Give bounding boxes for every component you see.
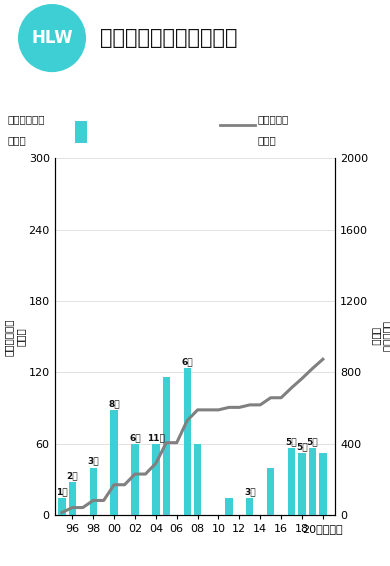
Text: （本）: （本） <box>258 135 277 145</box>
Y-axis label: 累計輸送量
（本）: 累計輸送量 （本） <box>371 321 390 353</box>
Bar <box>110 410 118 515</box>
Bar <box>225 499 232 515</box>
Text: 11隻: 11隻 <box>147 433 165 442</box>
Bar <box>309 448 316 515</box>
Text: 2隻: 2隻 <box>67 471 78 480</box>
Text: 累計輸送量: 累計輸送量 <box>258 114 289 125</box>
Text: 5隻: 5隻 <box>307 438 318 447</box>
Text: 5隻: 5隻 <box>286 438 297 447</box>
Bar <box>75 121 87 143</box>
Text: 1隻: 1隻 <box>56 488 68 496</box>
Bar <box>194 444 201 515</box>
Y-axis label: 年度別輸送量
（本）: 年度別輸送量 （本） <box>4 318 26 355</box>
Text: 年度別輸送量: 年度別輸送量 <box>8 114 46 125</box>
Ellipse shape <box>18 4 86 72</box>
Bar <box>152 444 160 515</box>
Bar <box>267 468 274 515</box>
Bar <box>90 468 97 515</box>
Bar <box>58 499 66 515</box>
Bar <box>298 453 306 515</box>
Bar <box>131 444 138 515</box>
Text: 6隻: 6隻 <box>129 433 141 442</box>
Bar <box>246 499 254 515</box>
Text: 8隻: 8隻 <box>108 400 120 409</box>
Text: 5隻: 5隻 <box>296 443 308 452</box>
Bar <box>163 377 170 515</box>
Bar <box>288 448 295 515</box>
Bar <box>184 368 191 515</box>
Text: 返還ガラス固化体の輸送: 返還ガラス固化体の輸送 <box>100 28 238 48</box>
Text: 6隻: 6隻 <box>181 357 193 366</box>
Text: 3隻: 3隻 <box>87 457 99 466</box>
Bar <box>69 482 76 515</box>
Text: HLW: HLW <box>31 29 73 47</box>
Bar <box>319 453 326 515</box>
Text: 3隻: 3隻 <box>244 488 255 496</box>
Text: （本）: （本） <box>8 135 27 145</box>
